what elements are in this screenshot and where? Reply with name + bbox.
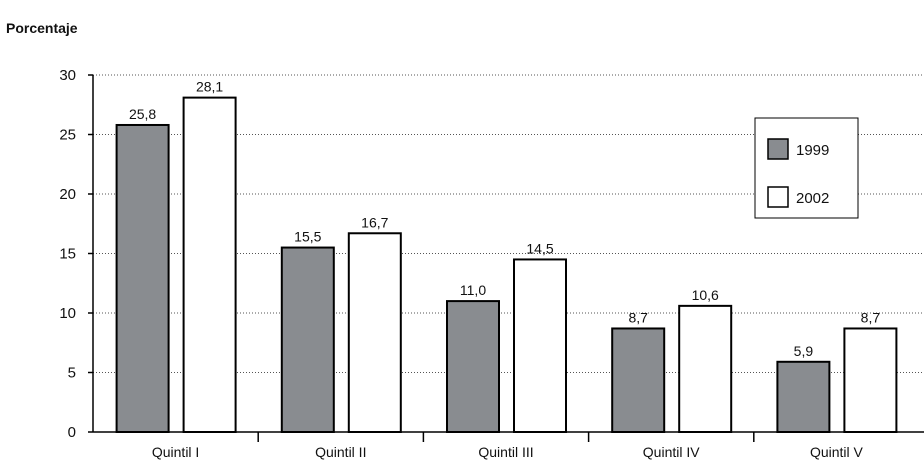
x-tick-label: Quintil I [152,444,199,460]
value-label: 11,0 [460,282,486,298]
bar [115,123,170,433]
x-tick-label: Quintil II [315,444,366,460]
y-tick-label: 30 [59,67,76,84]
x-tick-label: Quintil III [478,444,533,460]
legend-swatch [767,138,789,160]
legend-label: 1999 [796,142,829,159]
value-label: 10,6 [692,287,719,303]
bar [280,246,335,433]
legend-swatch [767,186,789,208]
value-label: 15,5 [294,229,321,245]
legend-label: 2002 [796,190,829,207]
value-label: 16,7 [361,214,388,230]
bar [513,258,567,434]
value-label: 28,1 [196,79,223,95]
value-label: 14,5 [526,240,553,256]
x-tick-label: Quintil V [810,444,864,460]
x-tick-label: Quintil IV [643,444,700,460]
bar [347,232,402,433]
y-axis-label: Porcentaje [6,20,78,36]
y-tick-label: 10 [59,305,76,322]
value-label: 8,7 [628,309,648,325]
bar [611,327,666,433]
bar [776,360,831,434]
y-tick-label: 0 [68,424,76,441]
y-tick-label: 20 [59,186,76,203]
bar [182,96,237,434]
y-tick-label: 5 [68,365,76,382]
bar [843,327,898,433]
bar [446,300,500,433]
bar [678,304,733,433]
value-label: 25,8 [129,106,156,122]
value-label: 8,7 [861,309,881,325]
y-tick-label: 25 [59,127,76,144]
value-label: 5,9 [794,343,814,359]
y-tick-label: 15 [59,246,76,263]
